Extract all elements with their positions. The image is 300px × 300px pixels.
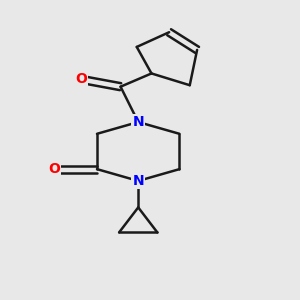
Text: N: N <box>132 115 144 129</box>
Text: O: O <box>75 72 87 86</box>
Text: N: N <box>132 174 144 188</box>
Text: O: O <box>48 162 60 176</box>
